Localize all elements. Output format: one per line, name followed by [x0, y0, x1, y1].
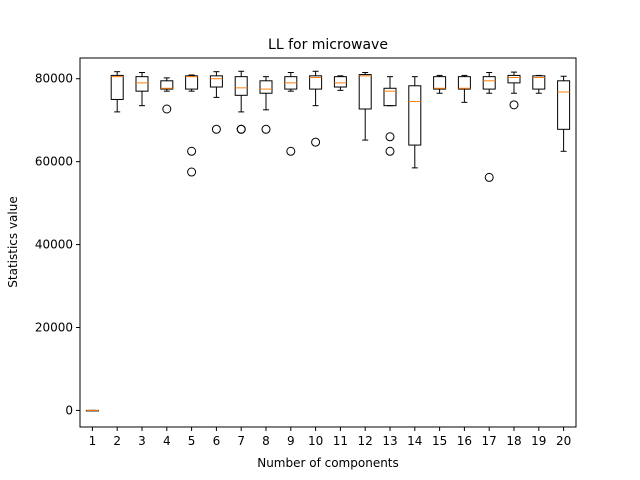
x-tick-label: 1: [89, 434, 97, 448]
y-tick-label: 80000: [35, 72, 73, 86]
x-tick-label: 9: [287, 434, 295, 448]
box-15: [433, 74, 447, 94]
axes-frame: [79, 57, 577, 428]
box-14: [408, 76, 422, 169]
outlier-point: [385, 132, 395, 142]
x-tick-label: 8: [262, 434, 270, 448]
box-iqr: [358, 74, 372, 110]
outlier-point: [187, 167, 197, 177]
box-iqr: [259, 80, 273, 94]
box-10: [309, 70, 323, 147]
y-tick-label: 60000: [35, 155, 73, 169]
y-axis-label: Statistics value: [6, 196, 20, 287]
box-20: [557, 75, 571, 152]
box-9: [284, 72, 298, 156]
box-iqr: [408, 85, 422, 146]
y-tick-label: 40000: [35, 238, 73, 252]
box-iqr: [557, 80, 571, 130]
box-18: [507, 71, 521, 110]
x-axis-label: Number of components: [257, 456, 399, 470]
x-tick-label: 3: [138, 434, 146, 448]
box-3: [135, 72, 149, 107]
box-13: [383, 76, 397, 156]
y-tick-label: 0: [65, 403, 73, 417]
x-axis: 1 2 3 4 5 6 7 8 9 10 11 12 13 14 15 16 17 18 19 20: [89, 427, 571, 448]
outlier-point: [311, 137, 321, 147]
x-tick-label: 14: [407, 434, 422, 448]
box-16: [457, 74, 471, 103]
box-iqr: [110, 74, 124, 100]
outlier-point: [484, 172, 494, 182]
x-tick-label: 19: [531, 434, 546, 448]
chart-title: LL for microwave: [268, 37, 388, 53]
box-iqr: [135, 76, 149, 92]
x-tick-label: 16: [457, 434, 472, 448]
x-tick-label: 5: [188, 434, 196, 448]
box-11: [333, 75, 347, 91]
box-17: [482, 72, 496, 182]
box-iqr: [309, 75, 323, 90]
box-4: [160, 77, 174, 114]
x-tick-label: 12: [358, 434, 373, 448]
outlier-point: [509, 100, 519, 110]
box-iqr: [209, 75, 223, 88]
box-6: [209, 71, 223, 134]
box-iqr: [532, 75, 546, 90]
box-5: [185, 74, 199, 177]
box-iqr: [333, 76, 347, 88]
outlier-point: [385, 146, 395, 156]
outlier-point: [211, 124, 221, 134]
box-7: [234, 70, 248, 134]
box-iqr: [383, 87, 397, 107]
box-19: [532, 74, 546, 94]
x-tick-label: 20: [556, 434, 571, 448]
x-tick-label: 2: [113, 434, 121, 448]
outlier-point: [286, 146, 296, 156]
y-tick-label: 20000: [35, 320, 73, 334]
outlier-point: [236, 124, 246, 134]
box-12: [358, 72, 372, 141]
box-iqr: [185, 75, 199, 90]
x-tick-label: 6: [213, 434, 221, 448]
x-tick-label: 15: [432, 434, 447, 448]
box-iqr: [433, 76, 447, 90]
x-tick-label: 7: [237, 434, 245, 448]
box-iqr: [160, 80, 174, 90]
plot-area: [85, 70, 571, 412]
outlier-point: [187, 146, 197, 156]
box-2: [110, 71, 124, 113]
box-1: [85, 409, 99, 412]
box-iqr: [234, 76, 248, 96]
x-tick-label: 11: [333, 434, 348, 448]
box-iqr: [482, 76, 496, 90]
x-tick-label: 18: [506, 434, 521, 448]
box-iqr: [457, 76, 471, 90]
outlier-point: [261, 124, 271, 134]
outlier-point: [162, 104, 172, 114]
x-tick-label: 4: [163, 434, 171, 448]
x-tick-label: 17: [482, 434, 497, 448]
x-tick-label: 13: [382, 434, 397, 448]
y-axis: 0 20000 40000 60000 80000: [35, 72, 80, 417]
box-iqr: [507, 74, 521, 84]
box-8: [259, 76, 273, 134]
x-tick-label: 10: [308, 434, 323, 448]
